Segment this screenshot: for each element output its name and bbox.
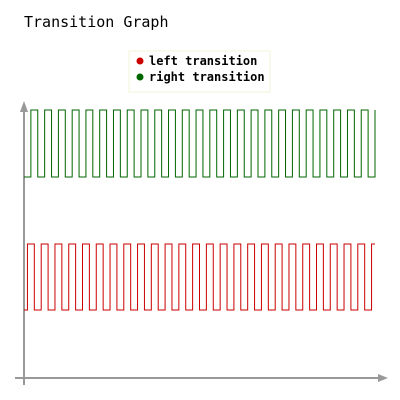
legend-marker-left	[136, 57, 144, 65]
series-layer	[24, 109, 376, 311]
chart-title: Transition Graph	[24, 13, 169, 31]
y-axis-arrow	[20, 101, 28, 112]
series-line-right-transition	[24, 109, 376, 178]
x-axis-arrow	[378, 374, 388, 382]
legend-label-right: right transition	[149, 70, 265, 84]
y-axis	[20, 101, 28, 385]
series-line-left-transition	[24, 243, 375, 311]
legend: left transition right transition	[128, 50, 271, 93]
legend-box	[128, 50, 271, 93]
legend-label-left: left transition	[149, 54, 257, 68]
legend-marker-right	[136, 73, 144, 81]
x-axis	[15, 374, 388, 382]
